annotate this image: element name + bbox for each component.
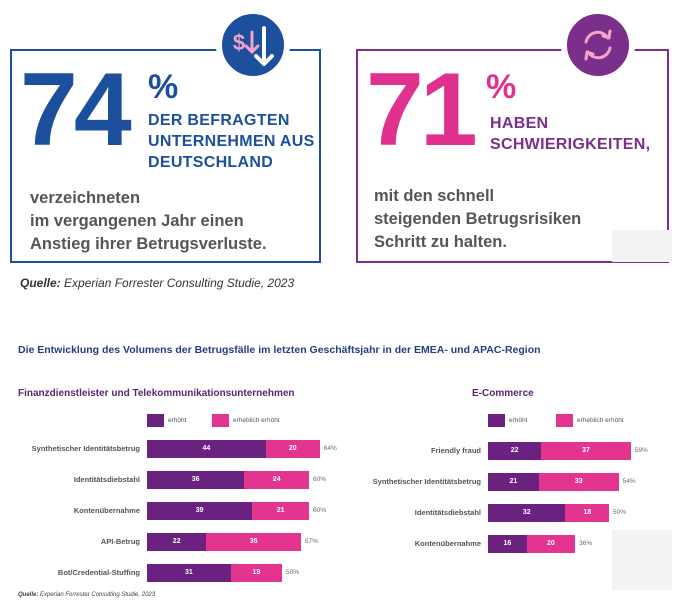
category-label: Synthetischer Identitätsbetrug xyxy=(372,477,481,486)
category-label: Identitätsdiebstahl xyxy=(73,475,140,484)
bar-total-label: 64% xyxy=(323,445,337,452)
bar-segment-erhoeht xyxy=(488,535,527,553)
bar-value-label: 36 xyxy=(191,476,200,483)
bar-segment-erhoeht xyxy=(147,440,266,458)
bar-value-label: 20 xyxy=(547,540,555,547)
chart2-legend-swatch-erheblich xyxy=(556,414,573,427)
bar-value-label: 16 xyxy=(503,540,512,547)
stat1-description-line: verzeichneten xyxy=(30,189,141,207)
bar-value-label: 20 xyxy=(288,445,297,452)
stat2-description-line: Schritt zu halten. xyxy=(374,233,507,251)
bar-value-label: 21 xyxy=(509,478,518,485)
category-label: Bot/Credential-Stuffing xyxy=(57,568,140,577)
bar-value-label: 35 xyxy=(249,538,258,545)
refresh-cycle-icon xyxy=(584,29,612,61)
dollar-down-arrow-icon: $ xyxy=(233,26,274,66)
bar-total-label: 59% xyxy=(634,447,648,454)
bar-value-label: 22 xyxy=(172,538,181,545)
stat1-headline-line: DEUTSCHLAND xyxy=(148,154,274,171)
bar-value-label: 31 xyxy=(184,569,193,576)
stat1-headline-line: UNTERNEHMEN AUS xyxy=(148,133,315,150)
stat1-number: 74 xyxy=(20,52,132,168)
stat-badge-1: $ xyxy=(216,8,290,82)
category-label: Identitätsdiebstahl xyxy=(414,508,481,517)
stat1-description-line: Anstieg ihrer Betrugsverluste. xyxy=(30,235,267,253)
bar-segment-erhoeht xyxy=(488,504,566,522)
stat2-percent: % xyxy=(486,68,517,106)
bar-value-label: 19 xyxy=(252,569,261,576)
stat1-headline-line: DER BEFRAGTEN xyxy=(148,112,290,129)
source-text: Experian Forrester Consulting Studie, 20… xyxy=(60,276,295,290)
bar-segment-erhoeht xyxy=(147,471,245,489)
stat-card-germany xyxy=(10,49,321,263)
stat2-description: mit den schnell steigenden Betrugsrisike… xyxy=(374,185,581,254)
stat1-headline: DER BEFRAGTEN UNTERNEHMEN AUS DEUTSCHLAN… xyxy=(148,110,315,173)
category-label: Synthetischer Identitätsbetrug xyxy=(31,444,140,453)
category-label: Kontenübernahme xyxy=(414,539,481,548)
bar-segment-erheblich xyxy=(541,442,631,460)
bar-segment-erheblich xyxy=(526,535,576,553)
stat1-percent: % xyxy=(148,68,179,106)
bar-total-label: 54% xyxy=(622,478,636,485)
chart2-legend-label: erheblich erhöht xyxy=(577,417,624,424)
chart2-legend-label: erhöht xyxy=(509,417,528,424)
bar-segment-erheblich xyxy=(538,473,619,491)
chart1-legend-swatch-erhoeht xyxy=(147,414,164,427)
stat2-number: 71 xyxy=(366,52,478,168)
bar-segment-erheblich xyxy=(265,440,320,458)
bar-segment-erheblich xyxy=(244,471,309,489)
bar-segment-erheblich xyxy=(252,502,309,520)
bar-value-label: 18 xyxy=(583,509,592,516)
chart1-title: Finanzdienstleister und Telekommunikatio… xyxy=(18,388,295,399)
decorative-shape xyxy=(612,530,672,590)
source-note: Quelle: Experian Forrester Consulting St… xyxy=(20,276,294,290)
stat2-headline-line: SCHWIERIGKEITEN, xyxy=(490,136,651,153)
bar-total-label: 50% xyxy=(286,569,300,576)
decorative-shape xyxy=(612,230,672,262)
category-label: Kontenübernahme xyxy=(73,506,140,515)
category-label: Friendly fraud xyxy=(430,446,481,455)
bar-segment-erhoeht xyxy=(488,473,539,491)
bar-value-label: 39 xyxy=(195,507,204,514)
bar-total-label: 60% xyxy=(313,507,327,514)
stat2-headline: HABEN SCHWIERIGKEITEN, xyxy=(490,113,650,155)
chart2-legend-swatch-erhoeht xyxy=(488,414,505,427)
stat2-description-line: steigenden Betrugsrisiken xyxy=(374,210,582,228)
bar-segment-erhoeht xyxy=(147,564,231,582)
source-label: Quelle: xyxy=(20,276,61,290)
section-title: Die Entwicklung des Volumens der Betrugs… xyxy=(18,344,541,356)
stat-card-difficulties xyxy=(356,49,669,263)
category-label: API-Betrug xyxy=(100,537,140,546)
stat1-description-line: im vergangenen Jahr einen xyxy=(30,212,244,230)
svg-text:$: $ xyxy=(233,30,245,55)
stat2-headline-line: HABEN xyxy=(490,115,549,132)
bar-value-label: 21 xyxy=(276,507,285,514)
bar-total-label: 57% xyxy=(304,538,318,545)
bar-value-label: 37 xyxy=(582,447,590,454)
bar-value-label: 33 xyxy=(574,478,583,485)
stat-badge-2 xyxy=(561,8,635,82)
source-text: Experian Forrester Consulting Studie, 20… xyxy=(38,592,156,598)
bar-value-label: 24 xyxy=(272,476,281,483)
bar-segment-erhoeht xyxy=(147,502,253,520)
stat1-description: verzeichneten im vergangenen Jahr einen … xyxy=(30,187,267,256)
bar-value-label: 22 xyxy=(510,447,519,454)
chart1-legend-label: erheblich erhöht xyxy=(233,417,280,424)
bar-segment-erheblich xyxy=(206,533,301,551)
bar-segment-erheblich xyxy=(565,504,609,522)
bar-segment-erhoeht xyxy=(147,533,207,551)
bar-total-label: 60% xyxy=(313,476,327,483)
chart2-title: E-Commerce xyxy=(472,388,534,399)
bar-segment-erhoeht xyxy=(488,442,542,460)
source-note-small: Quelle: Experian Forrester Consulting St… xyxy=(18,592,155,598)
source-label: Quelle: xyxy=(18,592,39,598)
chart1-legend-label: erhöht xyxy=(168,417,187,424)
bar-value-label: 32 xyxy=(522,509,531,516)
bar-segment-erheblich xyxy=(230,564,282,582)
bar-total-label: 36% xyxy=(579,540,593,547)
bar-value-label: 44 xyxy=(202,445,211,452)
bar-total-label: 50% xyxy=(613,509,627,516)
stat2-description-line: mit den schnell xyxy=(374,187,495,205)
chart1-legend-swatch-erheblich xyxy=(212,414,229,427)
